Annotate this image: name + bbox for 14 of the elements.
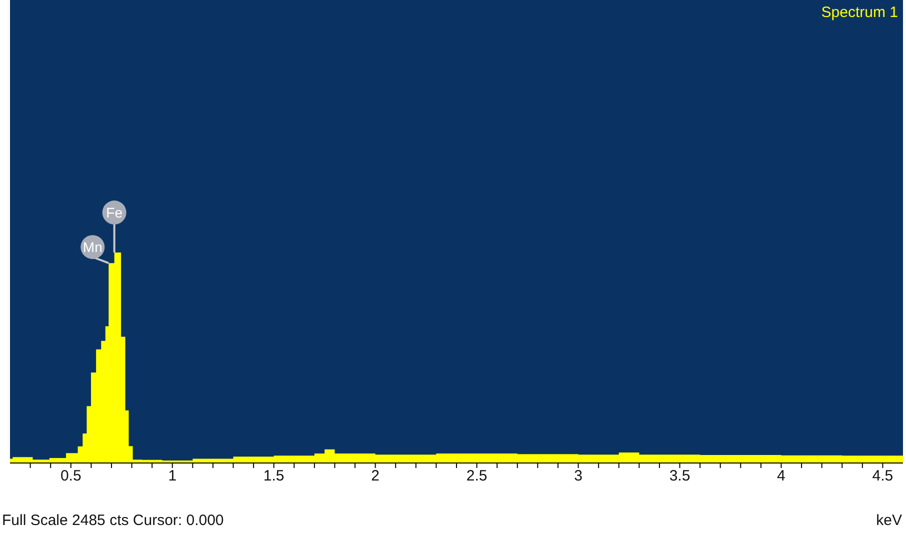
x-tick-label: 4.5 — [872, 468, 894, 485]
x-tick-label: 1.5 — [263, 468, 284, 485]
x-tick-label: 2.5 — [466, 468, 488, 485]
x-tick-label: 3.5 — [669, 468, 690, 485]
x-tick-label: 1 — [168, 468, 177, 485]
x-tick-label: 4 — [777, 468, 786, 485]
x-tick-label: 3 — [574, 468, 582, 485]
text: Full Scale 2485 cts Cursor: 0.000 — [2, 512, 224, 529]
x-axis-title: keV — [876, 512, 902, 529]
annotation: Fe — [106, 204, 123, 221]
x-tick-label: 0.5 — [60, 468, 82, 485]
annotation: Mn — [82, 239, 102, 256]
x-tick-label: 2 — [371, 468, 380, 485]
chart-title: Spectrum 1 — [821, 4, 898, 21]
